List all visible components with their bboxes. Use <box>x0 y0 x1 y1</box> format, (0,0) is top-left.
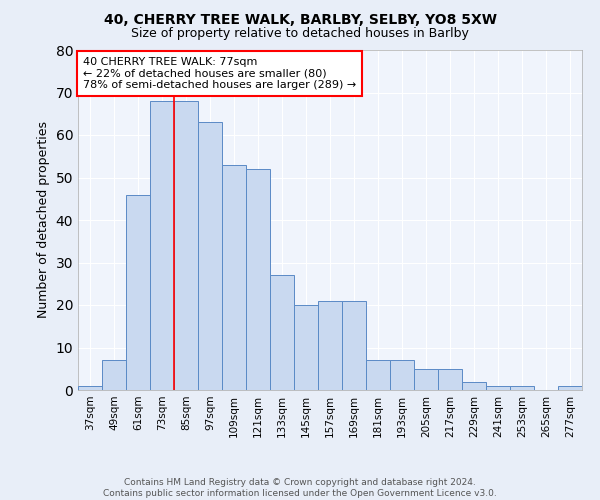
Bar <box>150 101 174 390</box>
Bar <box>558 386 582 390</box>
Bar <box>294 305 318 390</box>
Text: Contains HM Land Registry data © Crown copyright and database right 2024.
Contai: Contains HM Land Registry data © Crown c… <box>103 478 497 498</box>
Bar <box>174 101 198 390</box>
Text: 40, CHERRY TREE WALK, BARLBY, SELBY, YO8 5XW: 40, CHERRY TREE WALK, BARLBY, SELBY, YO8… <box>104 12 497 26</box>
Bar <box>246 169 270 390</box>
Bar <box>126 194 150 390</box>
Bar <box>270 275 294 390</box>
Bar <box>78 386 102 390</box>
Bar <box>366 360 390 390</box>
Y-axis label: Number of detached properties: Number of detached properties <box>37 122 50 318</box>
Bar <box>462 382 486 390</box>
Bar <box>486 386 510 390</box>
Bar <box>390 360 414 390</box>
Bar <box>198 122 222 390</box>
Bar <box>102 360 126 390</box>
Text: Size of property relative to detached houses in Barlby: Size of property relative to detached ho… <box>131 28 469 40</box>
Bar <box>414 369 438 390</box>
Bar <box>510 386 534 390</box>
Bar <box>342 300 366 390</box>
Text: 40 CHERRY TREE WALK: 77sqm
← 22% of detached houses are smaller (80)
78% of semi: 40 CHERRY TREE WALK: 77sqm ← 22% of deta… <box>83 57 356 90</box>
Bar <box>438 369 462 390</box>
Bar <box>222 165 246 390</box>
Bar <box>318 300 342 390</box>
